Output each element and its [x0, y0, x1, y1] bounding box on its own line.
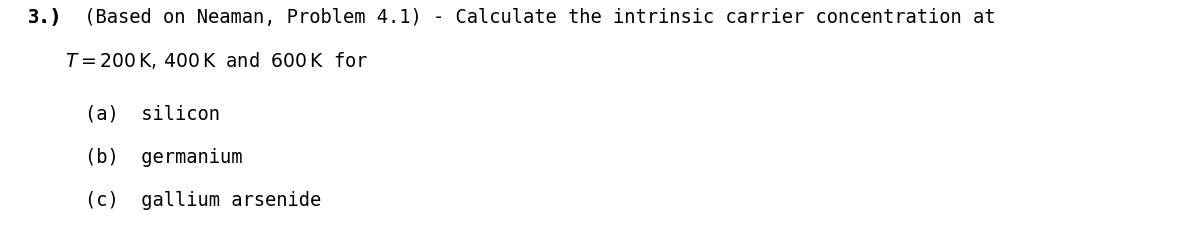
Text: (b)  germanium: (b) germanium: [85, 148, 242, 167]
Text: (c)  gallium arsenide: (c) gallium arsenide: [85, 191, 322, 210]
Text: 3.): 3.): [28, 8, 61, 27]
Text: (a)  silicon: (a) silicon: [85, 105, 220, 124]
Text: $T = 200\,\mathrm{K},\,400\,\mathrm{K}$ and $600\,\mathrm{K}$ for: $T = 200\,\mathrm{K},\,400\,\mathrm{K}$ …: [65, 50, 368, 71]
Text: 3.)  (Based on Neaman, Problem 4.1) - Calculate the intrinsic carrier concentrat: 3.) (Based on Neaman, Problem 4.1) - Cal…: [28, 8, 996, 27]
